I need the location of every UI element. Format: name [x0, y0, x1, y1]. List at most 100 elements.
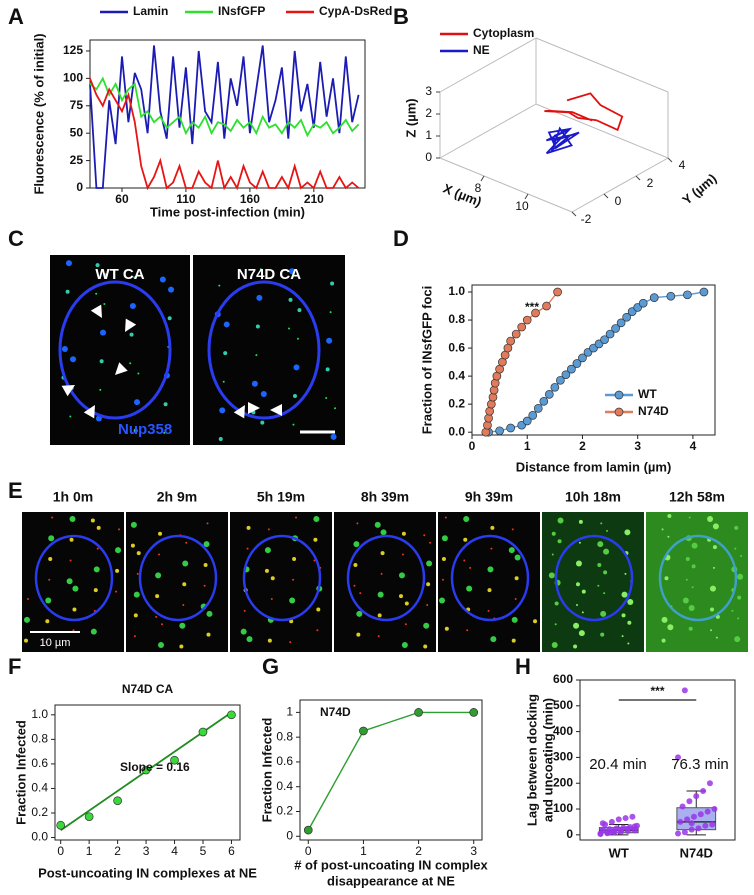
data-point	[683, 290, 692, 300]
speckle	[48, 578, 51, 581]
data-point	[469, 708, 479, 717]
chart-title: N74D CA	[122, 682, 174, 696]
speckle	[356, 610, 363, 617]
speckle	[667, 535, 670, 538]
speckle	[129, 332, 134, 337]
y-tick-label: 0.8	[31, 732, 48, 746]
speckle	[316, 629, 319, 632]
panel-label: A	[8, 4, 24, 29]
speckle	[292, 394, 297, 399]
speckle	[289, 597, 296, 604]
speckle	[267, 638, 272, 643]
legend-label: Lamin	[133, 4, 168, 18]
speckle	[313, 515, 320, 522]
data-point	[699, 287, 709, 297]
time-label: 9h 39m	[465, 489, 513, 505]
x-tick-label: 3	[470, 844, 477, 858]
speckle	[600, 610, 607, 617]
speckle	[99, 359, 104, 364]
speckle	[441, 535, 448, 542]
box-edge	[535, 37, 669, 93]
data-point	[506, 423, 516, 433]
data-point	[695, 825, 702, 832]
nucleus-outline	[554, 534, 634, 622]
box-edge	[439, 103, 537, 159]
y-tick-label: 0	[615, 194, 622, 208]
panel-label: F	[8, 654, 21, 679]
speckle	[115, 568, 120, 573]
speckle	[255, 354, 258, 357]
x-tick-label: 0	[305, 844, 312, 858]
data-point	[675, 830, 682, 837]
speckle	[163, 402, 168, 407]
data-point	[611, 828, 618, 835]
speckle	[511, 616, 518, 623]
x-tick-label: 4	[171, 844, 178, 858]
data-point	[550, 382, 560, 392]
data-point	[414, 708, 423, 717]
speckle	[292, 578, 295, 581]
speckle	[554, 601, 559, 606]
speckle	[667, 624, 674, 631]
speckle	[130, 521, 137, 528]
x-tick	[524, 193, 529, 200]
data-point	[359, 726, 368, 736]
speckle	[160, 623, 163, 626]
speckle	[69, 415, 72, 418]
speckle	[621, 613, 626, 618]
panel-label: H	[515, 654, 531, 679]
speckle	[353, 562, 358, 567]
speckle	[606, 529, 609, 532]
y-tick	[571, 211, 577, 217]
y-tick-label: 0	[76, 180, 83, 194]
image-label: WT CA	[95, 266, 144, 283]
box-edge	[571, 157, 669, 213]
data-point	[688, 826, 695, 833]
speckle	[426, 603, 429, 606]
y-tick-label: 50	[70, 125, 84, 139]
data-point	[531, 308, 540, 318]
y-tick-label: 0.0	[448, 424, 465, 438]
speckle	[313, 537, 318, 542]
y-tick-label: 0.2	[31, 805, 48, 819]
speckle	[326, 337, 333, 344]
data-point	[84, 812, 94, 822]
data-point	[711, 806, 718, 813]
speckle	[621, 635, 624, 638]
speckle	[72, 607, 77, 612]
y-tick	[635, 175, 641, 181]
speckle	[270, 598, 273, 601]
x-tick-label: 3	[634, 439, 641, 453]
speckle	[600, 522, 603, 525]
speckle	[441, 557, 446, 562]
significance: ***	[650, 684, 664, 698]
x-tick-label: 0	[469, 439, 476, 453]
nucleus-outline	[207, 280, 321, 420]
data-point	[700, 787, 707, 794]
data-point	[597, 831, 604, 838]
y-axis-label: Y (µm)	[679, 171, 719, 208]
y-tick-label: 25	[70, 153, 84, 167]
data-point	[553, 287, 562, 297]
speckle	[487, 566, 494, 573]
speckle	[426, 560, 433, 567]
speckle	[203, 541, 210, 548]
time-label: 10h 18m	[565, 489, 621, 505]
data-point	[681, 829, 688, 836]
speckle	[603, 592, 606, 595]
arrowhead	[90, 304, 102, 318]
y-tick-label: 75	[70, 98, 84, 112]
panel-label: G	[262, 654, 279, 679]
speckle	[581, 589, 586, 594]
speckle	[155, 615, 158, 618]
series-line	[89, 45, 360, 189]
speckle	[404, 623, 407, 626]
speckle	[737, 595, 742, 600]
speckle	[182, 560, 189, 567]
speckle	[439, 597, 445, 604]
panel-label: D	[393, 226, 409, 251]
speckle	[179, 644, 184, 649]
speckle	[444, 516, 447, 519]
data-point	[606, 829, 613, 836]
speckle	[115, 547, 122, 554]
